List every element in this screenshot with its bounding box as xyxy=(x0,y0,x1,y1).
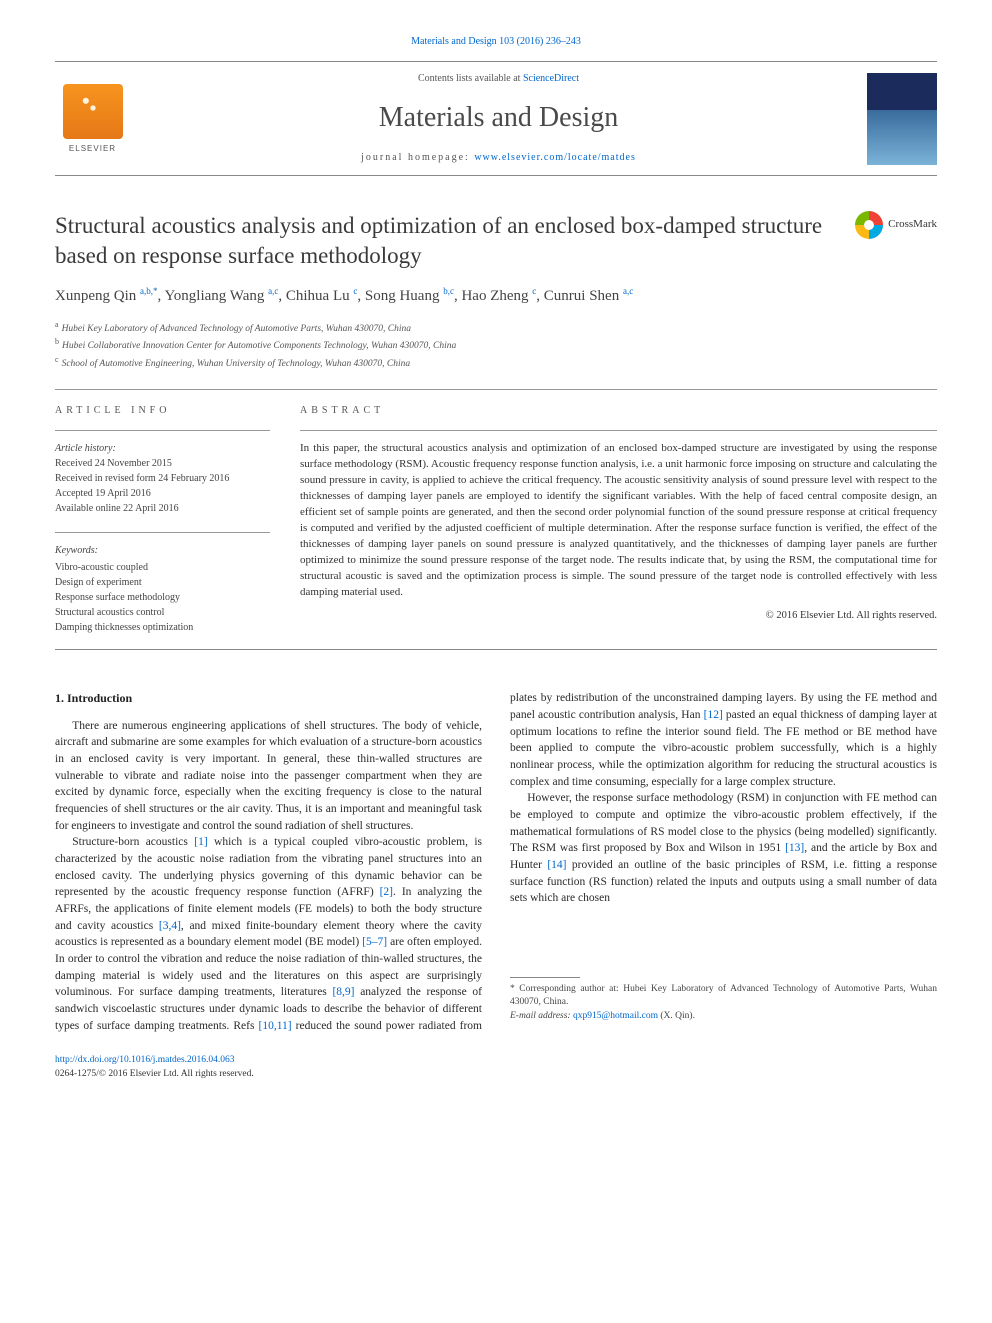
ref-link[interactable]: [14] xyxy=(547,859,566,871)
history-item: Accepted 19 April 2016 xyxy=(55,486,270,501)
history-label: Article history: xyxy=(55,441,270,456)
homepage-line: journal homepage: www.elsevier.com/locat… xyxy=(130,151,867,165)
elsevier-tree-icon xyxy=(63,84,123,139)
keyword: Structural acoustics control xyxy=(55,605,270,620)
article-title: Structural acoustics analysis and optimi… xyxy=(55,211,855,271)
affil-sup: a xyxy=(55,320,59,329)
footnote-divider xyxy=(510,977,580,978)
keyword: Response surface methodology xyxy=(55,590,270,605)
affil-sup: c xyxy=(55,355,59,364)
affil-sup: b xyxy=(55,337,59,346)
info-abstract-row: ARTICLE INFO Article history: Received 2… xyxy=(55,404,937,635)
email-line: E-mail address: qxp915@hotmail.com (X. Q… xyxy=(510,1010,937,1023)
divider xyxy=(55,532,270,533)
abstract-copyright: © 2016 Elsevier Ltd. All rights reserved… xyxy=(300,609,937,624)
section-heading: 1. Introduction xyxy=(55,690,482,707)
divider xyxy=(55,430,270,431)
article-info-column: ARTICLE INFO Article history: Received 2… xyxy=(55,404,270,635)
body-columns: 1. Introduction There are numerous engin… xyxy=(55,690,937,1034)
ref-link[interactable]: [1] xyxy=(194,836,207,848)
keywords-block: Keywords: Vibro-acoustic coupled Design … xyxy=(55,543,270,635)
article-info-label: ARTICLE INFO xyxy=(55,404,270,418)
article-history: Article history: Received 24 November 20… xyxy=(55,441,270,516)
ref-link[interactable]: [13] xyxy=(785,842,804,854)
affiliation-c: cSchool of Automotive Engineering, Wuhan… xyxy=(55,354,937,371)
crossmark-icon xyxy=(855,211,883,239)
journal-name: Materials and Design xyxy=(130,98,867,137)
ref-link[interactable]: [8,9] xyxy=(332,986,354,998)
page-root: Materials and Design 103 (2016) 236–243 … xyxy=(0,0,992,1116)
keyword: Design of experiment xyxy=(55,575,270,590)
elsevier-logo: ELSEVIER xyxy=(55,76,130,161)
divider xyxy=(55,649,937,650)
title-row: Structural acoustics analysis and optimi… xyxy=(55,211,937,271)
homepage-prefix: journal homepage: xyxy=(361,152,474,163)
footnotes: * Corresponding author at: Hubei Key Lab… xyxy=(510,977,937,1023)
author-list: Xunpeng Qin a,b,*, Yongliang Wang a,c, C… xyxy=(55,285,937,307)
email-link[interactable]: qxp915@hotmail.com xyxy=(573,1011,658,1021)
elsevier-label: ELSEVIER xyxy=(69,143,116,154)
divider xyxy=(300,430,937,431)
email-suffix: (X. Qin). xyxy=(658,1011,695,1021)
affiliation-b: bHubei Collaborative Innovation Center f… xyxy=(55,336,937,353)
contents-line: Contents lists available at ScienceDirec… xyxy=(130,72,867,86)
affil-text: Hubei Key Laboratory of Advanced Technol… xyxy=(62,324,411,334)
issn-copyright: 0264-1275/© 2016 Elsevier Ltd. All right… xyxy=(55,1068,937,1081)
citation-link[interactable]: Materials and Design 103 (2016) 236–243 xyxy=(411,36,581,47)
crossmark-label: CrossMark xyxy=(888,217,937,232)
email-label: E-mail address: xyxy=(510,1011,573,1021)
crossmark-badge[interactable]: CrossMark xyxy=(855,211,937,239)
divider xyxy=(55,389,937,390)
doi-block: http://dx.doi.org/10.1016/j.matdes.2016.… xyxy=(55,1054,937,1081)
history-item: Received in revised form 24 February 201… xyxy=(55,471,270,486)
ref-link[interactable]: [12] xyxy=(704,709,723,721)
ref-link[interactable]: [3,4] xyxy=(159,920,181,932)
sciencedirect-link[interactable]: ScienceDirect xyxy=(523,73,579,84)
history-item: Received 24 November 2015 xyxy=(55,456,270,471)
header-center: Contents lists available at ScienceDirec… xyxy=(130,72,867,165)
affiliation-a: aHubei Key Laboratory of Advanced Techno… xyxy=(55,319,937,336)
abstract-column: ABSTRACT In this paper, the structural a… xyxy=(300,404,937,635)
journal-header: ELSEVIER Contents lists available at Sci… xyxy=(55,61,937,176)
abstract-text: In this paper, the structural acoustics … xyxy=(300,441,937,600)
abstract-label: ABSTRACT xyxy=(300,404,937,418)
body-text: a boundary element model (BE model) xyxy=(179,936,362,948)
ref-link[interactable]: [2] xyxy=(380,886,393,898)
ref-link[interactable]: [5–7] xyxy=(362,936,387,948)
affiliations: aHubei Key Laboratory of Advanced Techno… xyxy=(55,319,937,371)
homepage-link[interactable]: www.elsevier.com/locate/matdes xyxy=(474,152,636,163)
body-paragraph: However, the response surface methodolog… xyxy=(510,790,937,907)
doi-link[interactable]: http://dx.doi.org/10.1016/j.matdes.2016.… xyxy=(55,1055,235,1065)
affil-text: Hubei Collaborative Innovation Center fo… xyxy=(62,342,456,352)
ref-link[interactable]: [10,11] xyxy=(259,1020,292,1032)
body-text: Structure-born acoustics xyxy=(72,836,194,848)
contents-prefix: Contents lists available at xyxy=(418,73,523,84)
keyword: Damping thicknesses optimization xyxy=(55,620,270,635)
affil-text: School of Automotive Engineering, Wuhan … xyxy=(62,359,411,369)
history-item: Available online 22 April 2016 xyxy=(55,501,270,516)
body-paragraph: There are numerous engineering applicati… xyxy=(55,718,482,835)
keyword: Vibro-acoustic coupled xyxy=(55,560,270,575)
journal-cover-thumb xyxy=(867,73,937,165)
body-text: provided an outline of the basic princip… xyxy=(510,859,937,904)
corresponding-author-note: * Corresponding author at: Hubei Key Lab… xyxy=(510,983,937,1010)
citation-line: Materials and Design 103 (2016) 236–243 xyxy=(55,35,937,49)
keywords-label: Keywords: xyxy=(55,543,270,558)
